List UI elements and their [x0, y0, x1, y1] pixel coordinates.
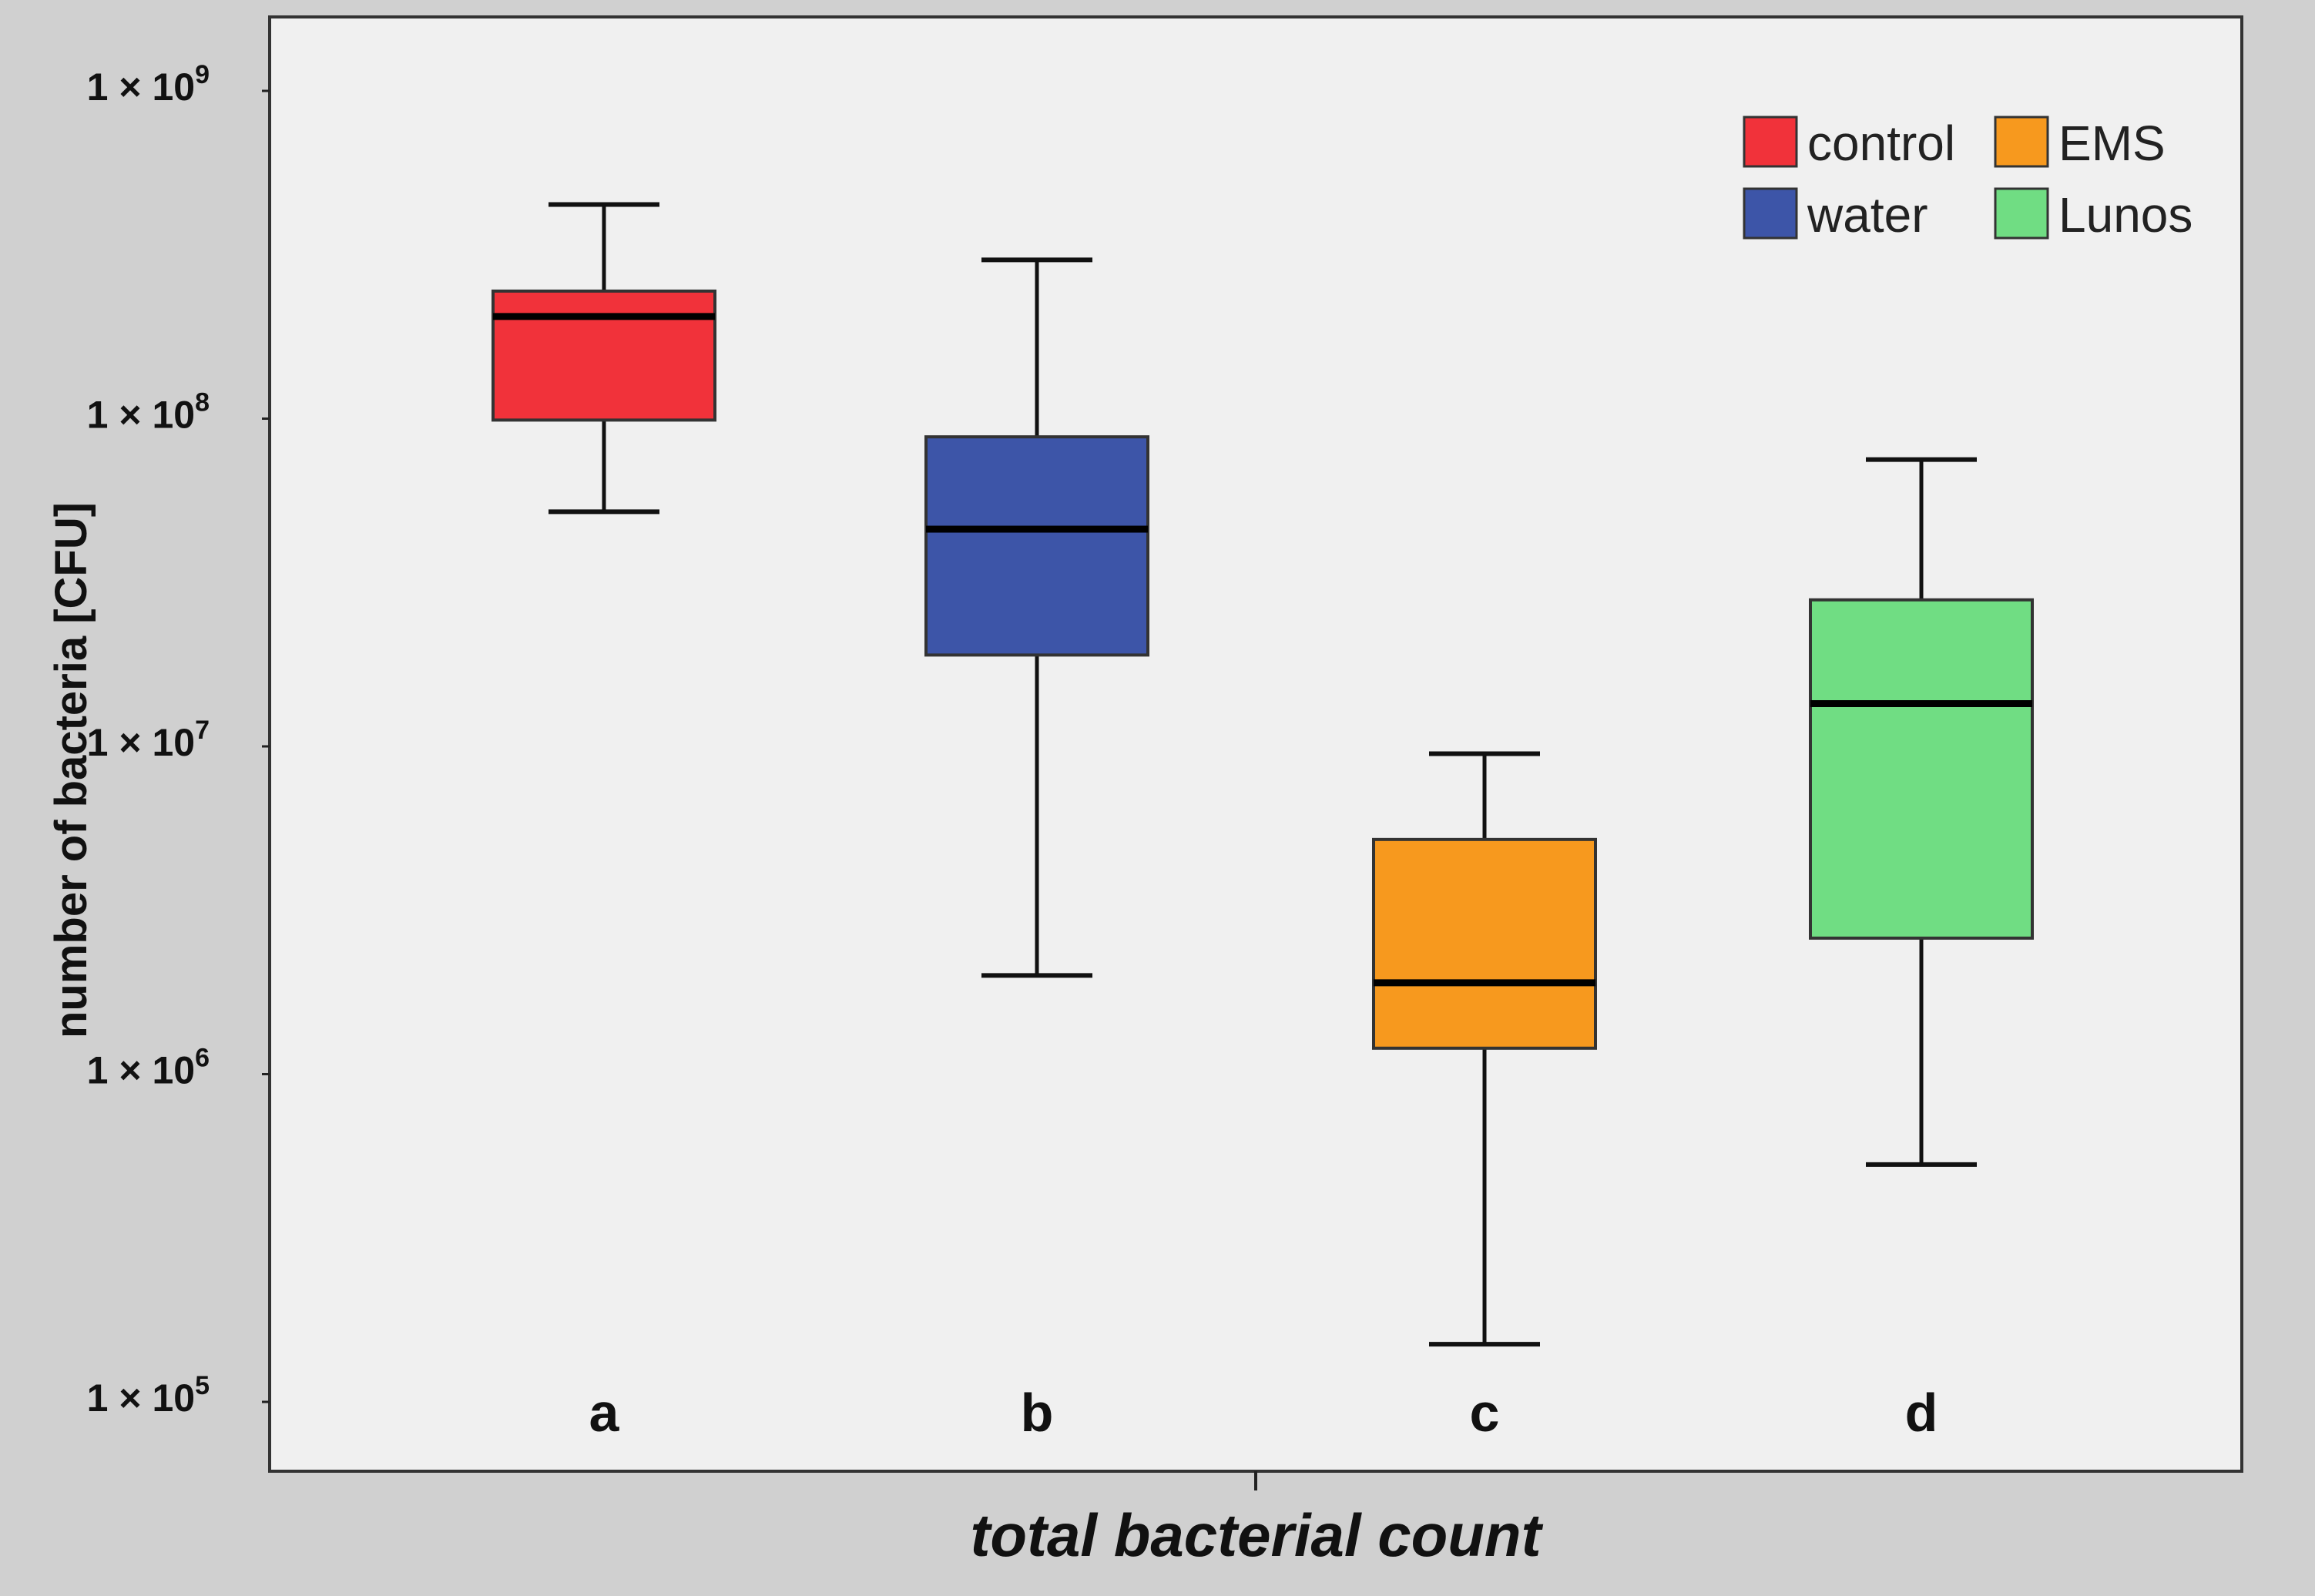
group-letters: a b c d — [589, 1383, 1938, 1443]
iqr-box — [1372, 837, 1597, 1050]
iqr-box — [924, 435, 1149, 657]
y-axis: 1 × 109 1 × 108 1 × 107 1 × 106 1 × 105 — [87, 60, 270, 1420]
y-tick-label: 1 × 107 — [87, 716, 210, 764]
y-axis-label: number of bacteria [CFU] — [46, 502, 96, 1038]
x-axis-label: total bacterial count — [970, 1501, 1543, 1569]
legend: control EMS water Lunos — [1743, 116, 2193, 243]
legend-swatch-Lunos — [1994, 187, 2049, 240]
legend-label-control: control — [1807, 116, 1955, 171]
iqr-box — [492, 289, 716, 422]
box-EMS — [1372, 751, 1597, 1347]
group-letter-a: a — [589, 1383, 620, 1443]
box-control — [492, 202, 716, 515]
iqr-box — [1809, 598, 2034, 940]
y-tick-label: 1 × 109 — [87, 60, 210, 109]
y-tick-label: 1 × 105 — [87, 1371, 210, 1420]
y-tick-label: 1 × 106 — [87, 1044, 210, 1092]
box-water — [924, 257, 1149, 978]
legend-label-EMS: EMS — [2058, 116, 2166, 171]
group-letter-d: d — [1905, 1383, 1938, 1443]
legend-swatch-control — [1743, 116, 1798, 168]
boxes-group — [492, 202, 2034, 1347]
legend-swatch-EMS — [1994, 116, 2049, 168]
group-letter-c: c — [1470, 1383, 1500, 1443]
group-letter-b: b — [1021, 1383, 1054, 1443]
legend-label-Lunos: Lunos — [2058, 187, 2193, 243]
legend-label-water: water — [1807, 187, 1928, 243]
legend-swatch-water — [1743, 187, 1798, 240]
box-Lunos — [1809, 457, 2034, 1167]
y-tick-label: 1 × 108 — [87, 388, 210, 437]
